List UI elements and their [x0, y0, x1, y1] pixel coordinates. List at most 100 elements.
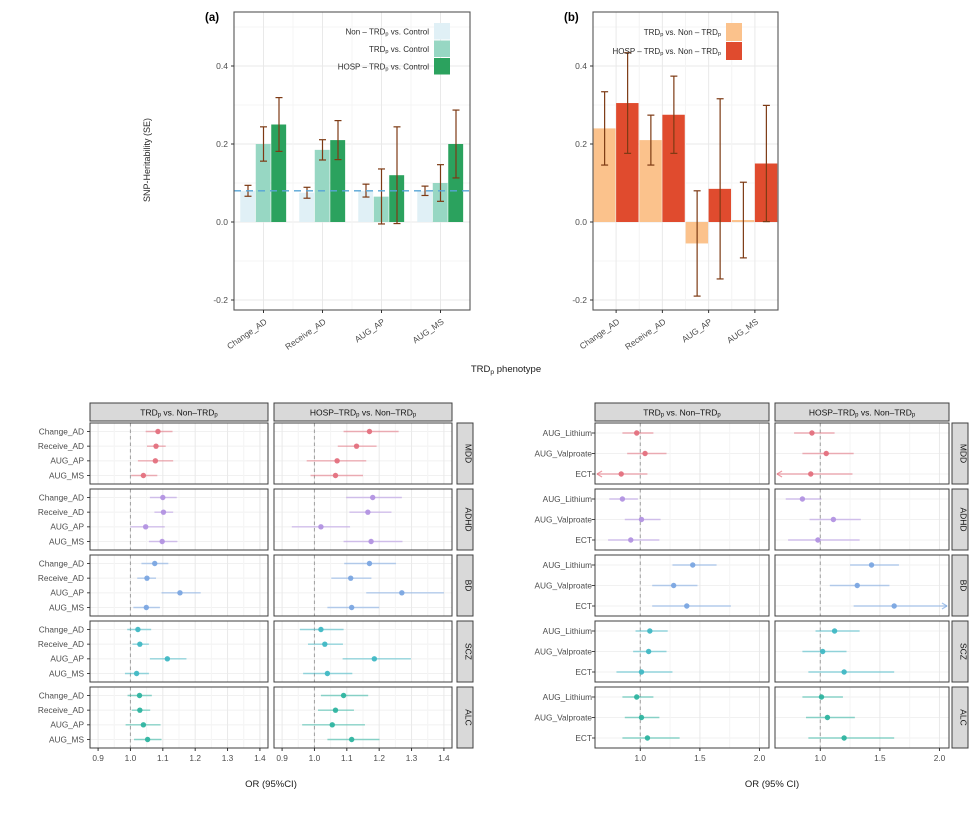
forest-point	[366, 560, 373, 567]
forest-point	[638, 714, 645, 721]
panel-border	[273, 488, 453, 551]
y-tick-label: 0.2	[575, 139, 587, 149]
row-label: AUG_Lithium	[543, 626, 592, 636]
forest-point	[348, 575, 354, 581]
x-tick-label: AUG_AP	[353, 316, 387, 344]
bar	[358, 190, 374, 222]
x-tick-label: 1.0	[309, 753, 321, 763]
x-axis-title: TRDp phenotype	[471, 364, 541, 376]
forest-point	[155, 428, 161, 435]
row-label: Receive_AD	[38, 573, 84, 583]
row-label: AUG_AP	[50, 456, 84, 466]
forest-point	[371, 656, 378, 662]
panel-border	[233, 11, 471, 311]
forest-point	[399, 590, 405, 596]
legend-label: HOSP – TRDp vs. Control	[338, 62, 430, 72]
x-tick-label: 1.5	[874, 753, 886, 763]
bar	[432, 183, 448, 222]
ci-arrow	[941, 602, 948, 607]
forest-point	[153, 443, 159, 449]
forest-point	[144, 736, 151, 743]
forest-point	[830, 516, 837, 523]
bar	[616, 103, 639, 222]
x-tick-label: 0.9	[92, 753, 104, 763]
x-tick-label: 1.4	[438, 753, 450, 763]
forest-point	[644, 735, 651, 741]
row-label: ECT	[575, 469, 592, 479]
forest-point	[619, 496, 626, 502]
facet-strip	[951, 686, 969, 749]
row-label: AUG_Lithium	[543, 494, 592, 504]
column-header-label: HOSP–TRDp vs. Non–TRDp	[310, 408, 417, 419]
facet-strip	[951, 620, 969, 683]
facet-strip	[456, 686, 474, 749]
x-tick-label: 1.1	[341, 753, 353, 763]
bar	[255, 144, 271, 222]
panel-tag: (a)	[205, 12, 219, 24]
legend-swatch	[726, 42, 742, 60]
ci-arrow	[596, 473, 603, 478]
forest-point	[159, 538, 165, 545]
forest-point	[135, 626, 141, 633]
row-label: ECT	[575, 535, 592, 545]
legend-swatch	[434, 23, 450, 40]
panel-border	[774, 488, 950, 551]
bar	[314, 149, 330, 222]
row-label: Receive_AD	[38, 507, 84, 517]
x-tick-label: Receive_AD	[623, 316, 667, 351]
x-tick-label: 1.0	[125, 753, 137, 763]
forest-point	[143, 604, 150, 611]
facet-strip	[951, 422, 969, 485]
forest-point	[628, 537, 634, 543]
x-tick-label: 1.0	[815, 753, 827, 763]
row-label: AUG_Lithium	[543, 692, 592, 702]
x-tick-label: 1.3	[222, 753, 234, 763]
panel-border	[89, 488, 269, 551]
forest-point	[634, 694, 640, 700]
forest-point	[324, 670, 331, 677]
row-label: AUG_MS	[49, 470, 85, 480]
y-tick-label: 0.0	[216, 217, 228, 227]
x-tick-label: 1.4	[254, 753, 266, 763]
row-label: Change_AD	[39, 690, 84, 700]
row-label: ECT	[575, 733, 592, 743]
ci-arrow	[776, 473, 783, 478]
forest-point	[638, 516, 645, 523]
forest-point	[348, 604, 355, 611]
facet-strip-label: SCZ	[464, 643, 474, 660]
row-label: AUG_Lithium	[543, 428, 592, 438]
facet-strip-label: SCZ	[959, 643, 969, 660]
forest-point	[642, 450, 648, 457]
legend-label: TRDp vs. Non – TRDp	[644, 28, 721, 38]
row-label: AUG_Valproate	[535, 712, 593, 722]
row-label: AUG_MS	[49, 668, 85, 678]
row-label: AUG_Valproate	[535, 580, 593, 590]
bar	[448, 144, 464, 222]
legend-swatch	[726, 23, 742, 41]
forest-point	[815, 537, 821, 543]
panel-border	[273, 554, 453, 617]
ci-arrow	[776, 470, 783, 475]
row-label: AUG_Valproate	[535, 514, 593, 524]
forest-point	[332, 707, 339, 713]
forest-point	[334, 458, 340, 464]
facet-strip-label: MDD	[464, 444, 474, 463]
forest-point	[332, 472, 339, 479]
panel-border	[273, 686, 453, 749]
forest-point	[140, 722, 147, 728]
row-label: AUG_AP	[50, 720, 84, 730]
forest-point	[841, 735, 847, 741]
row-label: Change_AD	[39, 624, 84, 634]
forest-point	[818, 694, 825, 700]
x-axis-title: OR (95% CI)	[745, 779, 799, 790]
forest-plot-ad-phenotypes: TRDp vs. Non–TRDp HOSP–TRDp vs. Non–TRDp C…	[38, 402, 474, 790]
forest-point	[809, 430, 815, 436]
forest-point	[353, 443, 360, 449]
forest-point	[365, 509, 371, 515]
facet-strip-label: BD	[959, 580, 969, 592]
forest-point	[164, 656, 171, 662]
legend-swatch	[434, 58, 450, 75]
x-tick-label: Change_AD	[578, 316, 622, 351]
forest-point	[152, 458, 159, 464]
x-tick-label: 2.0	[754, 753, 766, 763]
